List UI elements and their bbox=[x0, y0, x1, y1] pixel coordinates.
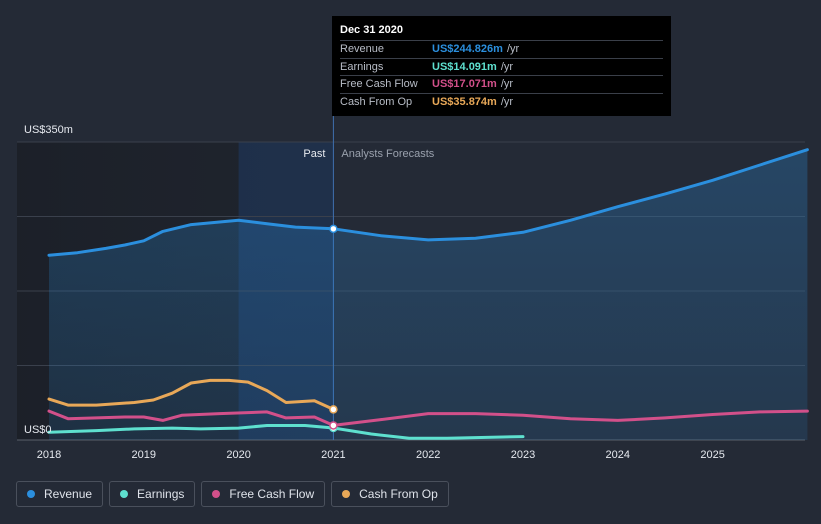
free-cash-flow-line bbox=[47, 409, 809, 427]
series-lines bbox=[47, 148, 809, 440]
free-cash-flow-dot-icon bbox=[212, 490, 221, 498]
tooltip-value: US$244.826m bbox=[432, 43, 503, 56]
revenue-area bbox=[49, 149, 808, 440]
x-tick-label: 2024 bbox=[606, 449, 630, 461]
tooltip-unit: /yr bbox=[506, 43, 520, 56]
tooltip-label: Free Cash Flow bbox=[340, 78, 418, 91]
legend-label: Free Cash Flow bbox=[229, 487, 315, 501]
past-label: Past bbox=[303, 148, 325, 160]
legend-item-free-cash-flow[interactable]: Free Cash Flow bbox=[201, 481, 326, 507]
hover-markers bbox=[329, 224, 338, 433]
tooltip-row-revenue: Revenue US$244.826m /yr bbox=[340, 40, 663, 58]
tooltip-row-earnings: Earnings US$14.091m /yr bbox=[340, 57, 663, 76]
legend-label: Earnings bbox=[137, 487, 185, 501]
tooltip-label: Earnings bbox=[340, 60, 384, 73]
x-tick-label: 2023 bbox=[511, 449, 535, 461]
cash-from-op-marker bbox=[329, 405, 338, 414]
tooltip-row-free-cash-flow: Free Cash Flow US$17.071m /yr bbox=[340, 75, 663, 93]
legend-label: Revenue bbox=[44, 487, 93, 501]
tooltip-unit: /yr bbox=[500, 95, 514, 108]
earnings-dot-icon bbox=[120, 490, 129, 498]
x-tick-label: 2022 bbox=[416, 449, 440, 461]
x-tick-label: 2018 bbox=[37, 449, 61, 461]
y-axis-top-label: US$350m bbox=[24, 124, 73, 136]
tooltip-label: Revenue bbox=[340, 43, 385, 56]
cash-from-op-line bbox=[47, 378, 335, 411]
chart-legend: Revenue Earnings Free Cash Flow Cash Fro… bbox=[16, 481, 449, 507]
legend-label: Cash From Op bbox=[359, 487, 438, 501]
forecast-label: Analysts Forecasts bbox=[341, 148, 434, 160]
hover-tooltip: Dec 31 2020 Revenue US$244.826m /yr Earn… bbox=[332, 16, 671, 116]
x-tick-label: 2019 bbox=[132, 449, 156, 461]
y-axis-bottom-label: US$0 bbox=[24, 424, 52, 436]
revenue-line bbox=[47, 148, 809, 257]
tooltip-value: US$17.071m bbox=[432, 78, 497, 91]
tooltip-date: Dec 31 2020 bbox=[340, 24, 403, 36]
axis-labels: US$350m US$0 2018 2019 2020 2021 2022 2023 2024 2… bbox=[24, 124, 725, 461]
legend-item-earnings[interactable]: Earnings bbox=[109, 481, 196, 507]
tooltip-value: US$14.091m bbox=[432, 60, 497, 73]
cash-from-op-dot-icon bbox=[342, 490, 351, 498]
tooltip-unit: /yr bbox=[500, 60, 514, 73]
free-cash-flow-marker bbox=[329, 421, 338, 430]
revenue-dot-icon bbox=[27, 490, 35, 498]
tooltip-label: Cash From Op bbox=[340, 95, 413, 108]
tooltip-row-cash-from-op: Cash From Op US$35.874m /yr bbox=[340, 92, 663, 111]
x-tick-label: 2020 bbox=[226, 449, 250, 461]
x-tick-label: 2025 bbox=[700, 449, 724, 461]
revenue-marker bbox=[329, 224, 338, 234]
tooltip-unit: /yr bbox=[500, 78, 514, 91]
x-tick-label: 2021 bbox=[321, 449, 345, 461]
legend-item-revenue[interactable]: Revenue bbox=[16, 481, 104, 507]
earnings-line bbox=[47, 424, 525, 440]
series-areas bbox=[49, 149, 808, 440]
tooltip-value: US$35.874m bbox=[432, 95, 497, 108]
legend-item-cash-from-op[interactable]: Cash From Op bbox=[331, 481, 449, 507]
